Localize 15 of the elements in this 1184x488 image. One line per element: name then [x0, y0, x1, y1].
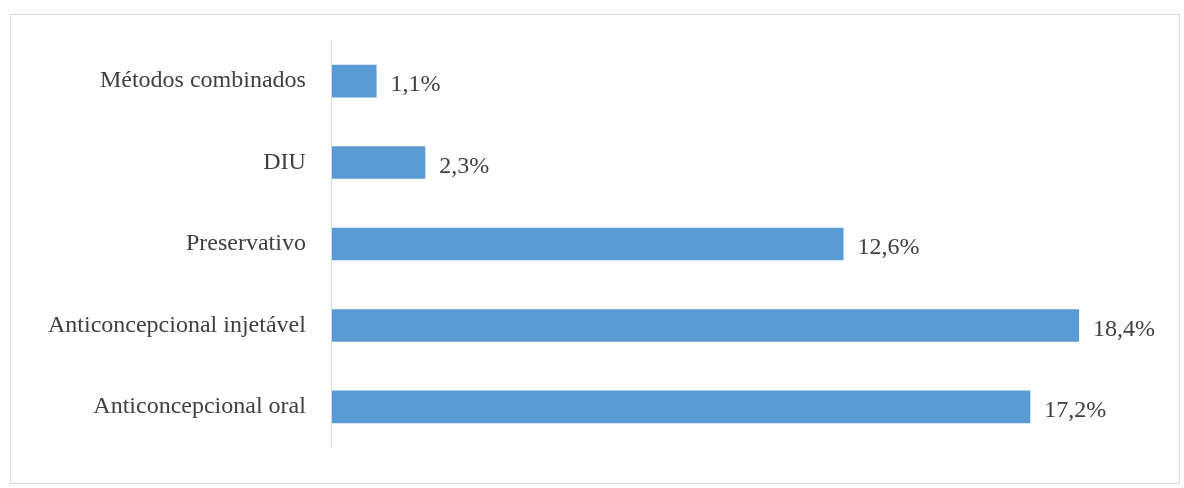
bar: [331, 146, 426, 179]
bar: [331, 227, 844, 261]
data-label: 1,1%: [390, 70, 441, 97]
y-tick-label: Anticoncepcional injetável: [47, 310, 307, 337]
data-label: 12,6%: [857, 233, 920, 260]
y-tick-label: Preservativo: [185, 229, 306, 256]
data-label: 2,3%: [439, 151, 490, 178]
bar: [331, 390, 1031, 424]
data-label: 18,4%: [1093, 314, 1156, 341]
bar: [331, 309, 1080, 342]
bar: [331, 64, 377, 98]
y-tick-label: Métodos combinados: [99, 66, 306, 93]
data-label: 17,2%: [1044, 396, 1107, 423]
y-tick-label: Anticoncepcional oral: [93, 392, 307, 419]
y-tick-label: DIU: [263, 147, 306, 174]
